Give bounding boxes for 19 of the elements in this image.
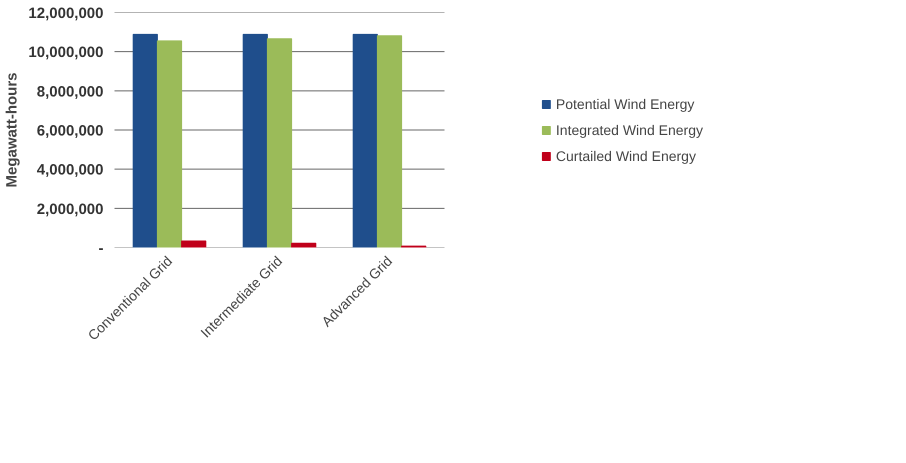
y-tick-label: 2,000,000 bbox=[36, 200, 104, 218]
y-tick-label: 8,000,000 bbox=[36, 83, 104, 100]
y-tick-label: 4,000,000 bbox=[36, 162, 104, 179]
bar bbox=[352, 34, 378, 248]
bar bbox=[181, 240, 206, 248]
bar bbox=[266, 38, 292, 248]
bar bbox=[291, 242, 316, 248]
bar bbox=[242, 34, 268, 248]
y-tick-label: - bbox=[98, 240, 104, 257]
bar bbox=[132, 34, 158, 248]
bar bbox=[376, 35, 402, 248]
y-tick-label: 6,000,000 bbox=[36, 122, 104, 140]
legend-label: Curtailed Wind Energy bbox=[556, 148, 696, 164]
bar bbox=[156, 40, 182, 248]
y-tick-label: 12,000,000 bbox=[28, 5, 104, 22]
legend-label: Integrated Wind Energy bbox=[556, 122, 703, 138]
legend-label: Potential Wind Energy bbox=[556, 96, 694, 112]
y-tick-label: 10,000,000 bbox=[28, 44, 104, 62]
y-axis-title: Megawatt-hours bbox=[3, 72, 20, 188]
